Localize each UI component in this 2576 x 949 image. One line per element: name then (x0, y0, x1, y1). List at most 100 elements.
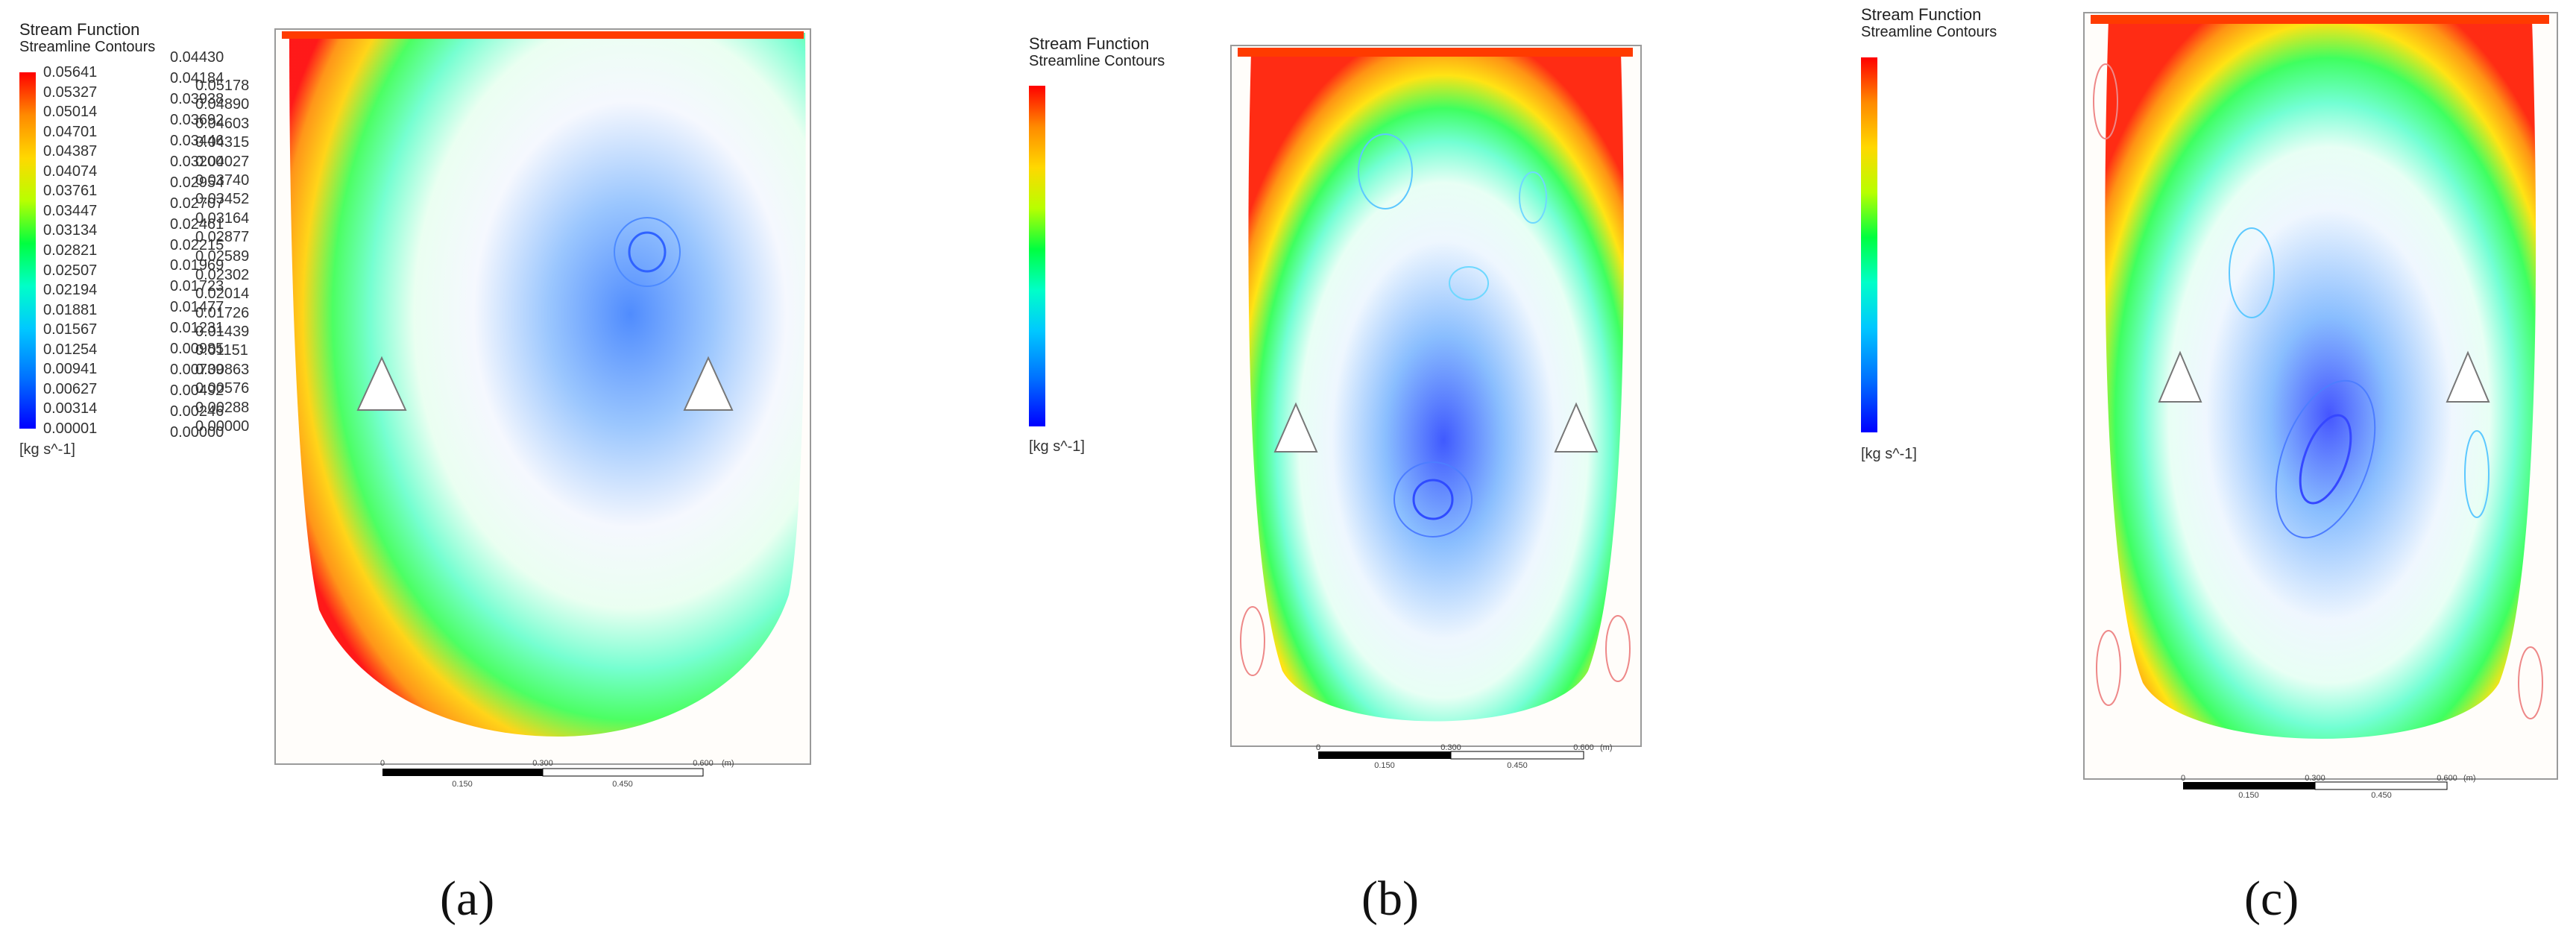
vortex-right (2464, 430, 2490, 518)
scale-0: 0 (2181, 774, 2185, 783)
colorbar-tick: 0.02877 (195, 229, 250, 246)
colorbar-tick: 0.00627 (43, 380, 98, 397)
colorbar-tick: 0.03446 (170, 132, 224, 149)
scale-300: 0.300 (2305, 774, 2325, 783)
stream-field (1248, 52, 1624, 722)
contour-plot: 0 0.300 0.600 (m) 0.150 0.450 (2083, 12, 2558, 798)
colorbar-tick: 0.01254 (43, 341, 98, 358)
legend-subtitle: Streamline Contours (19, 39, 156, 55)
colorbar-tick: 0.01477 (170, 299, 224, 316)
panel-label-a: (a) (440, 871, 495, 926)
scale-unit: (m) (1600, 743, 1613, 752)
colorbar-tick: 0.01231 (170, 320, 224, 337)
colorbar-tick: 0.01969 (170, 257, 224, 274)
colorbar-tick: 0.04027 (195, 153, 250, 170)
scale-0: 0 (1316, 743, 1320, 752)
colorbar-tick: 0.05641 (43, 64, 98, 81)
legend-unit: [kg s^-1] (19, 441, 75, 458)
vortex-upper-right (1519, 171, 1547, 224)
legend-title: Stream Function (19, 20, 140, 39)
corner-eddy-right (1605, 615, 1631, 682)
colorbar-tick: 0.02821 (43, 242, 98, 259)
colorbar-tick: 0.00314 (43, 400, 98, 417)
triangle-left (1273, 402, 1318, 453)
legend-title: Stream Function (1029, 34, 1150, 53)
scale-150: 0.150 (452, 780, 473, 789)
colorbar-tick: 0.02302 (195, 266, 250, 283)
scale-bar: 0 0.300 0.600 (m) 0.150 0.450 (380, 759, 734, 789)
colorbar-tick: 0.00001 (43, 420, 98, 437)
legend-title: Stream Function (1861, 5, 1982, 24)
colorbar-tick: 0.01567 (43, 321, 98, 338)
colorbar-tick: 0.02014 (195, 286, 250, 303)
colorbar-c (1861, 57, 1877, 432)
scale-600: 0.600 (1573, 743, 1594, 752)
colorbar-tick: 0.05014 (43, 104, 98, 121)
scale-450: 0.450 (1507, 761, 1528, 768)
triangle-left (356, 356, 407, 411)
colorbar-tick: 0.02507 (43, 262, 98, 279)
contour-plot: 0 0.300 0.600 (m) 0.150 0.450 (274, 28, 811, 789)
corner-eddy-top-left (2093, 63, 2118, 139)
triangle-right (683, 356, 734, 411)
legend-subtitle: Streamline Contours (1029, 53, 1165, 69)
plot-a: 0 0.300 0.600 (m) 0.150 0.450 (274, 28, 811, 796)
scale-bar: 0 0.300 0.600 (m) 0.150 0.450 (2181, 774, 2476, 798)
corner-eddy-right (2518, 646, 2543, 719)
panel-label-c: (c) (2244, 871, 2299, 926)
colorbar-tick: 0.03692 (170, 111, 224, 128)
corner-eddy-left (1240, 606, 1265, 676)
colorbar-tick: 0.00941 (43, 361, 98, 378)
stream-field (289, 33, 806, 737)
colorbar-tick: 0.03447 (43, 202, 98, 219)
plot-b: 0 0.300 0.600 (m) 0.150 0.450 (1230, 45, 1767, 768)
colorbar-tick: 0.03740 (195, 171, 250, 189)
colorbar-tick: 0.04701 (43, 123, 98, 140)
triangle-left (2158, 350, 2202, 403)
colorbar-tick: 0.04430 (170, 49, 224, 66)
triangle-right (1554, 402, 1599, 453)
corner-eddy-left (2096, 630, 2121, 706)
colorbar-tick: 0.00739 (170, 362, 224, 379)
scale-300: 0.300 (532, 759, 553, 768)
colorbar-tick: 0.03938 (170, 90, 224, 107)
colorbar-tick: 0.01726 (195, 304, 250, 321)
scale-unit: (m) (722, 759, 734, 768)
colorbar-tick: 0.04074 (43, 163, 98, 180)
colorbar-tick: 0.03761 (43, 183, 98, 200)
scale-0: 0 (380, 759, 385, 768)
legend-subtitle: Streamline Contours (1861, 24, 1997, 40)
scale-150: 0.150 (1374, 761, 1395, 768)
vortex-core (1412, 479, 1454, 520)
colorbar-tick: 0.04315 (195, 134, 250, 151)
colorbar-tick: 0.00000 (170, 424, 224, 441)
colorbar-tick: 0.02215 (170, 236, 224, 253)
colorbar-tick: 0.03164 (195, 209, 250, 227)
colorbar-tick: 0.03134 (43, 222, 98, 239)
colorbar-tick: 0.02194 (43, 282, 98, 299)
colorbar-b (1029, 86, 1045, 426)
scale-300: 0.300 (1440, 743, 1461, 752)
vortex-core (628, 231, 667, 273)
colorbar-tick: 0.03452 (195, 191, 250, 208)
colorbar-tick: 0.05327 (43, 83, 98, 101)
vortex-ring (2275, 379, 2376, 539)
lid-band (282, 31, 804, 39)
scale-450: 0.450 (612, 780, 633, 789)
colorbar-tick: 0.04387 (43, 143, 98, 160)
colorbar-tick: 0.03200 (170, 153, 224, 170)
colorbar-tick: 0.02954 (170, 174, 224, 191)
colorbar-tick: 0.01151 (195, 342, 248, 359)
colorbar-tick: 0.01723 (170, 278, 224, 295)
triangle-right (2446, 350, 2490, 403)
vortex-upper-mid (1449, 266, 1489, 300)
vortex-ring (1394, 461, 1473, 537)
scale-unit: (m) (2463, 774, 2476, 783)
panel-c: Stream Function Streamline Contours [kg … (1715, 0, 2576, 949)
vortex-upper-left (1358, 133, 1413, 209)
colorbar-tick: 0.00863 (195, 361, 250, 378)
lid-band (1238, 48, 1633, 57)
contour-plot: 0 0.300 0.600 (m) 0.150 0.450 (1230, 45, 1642, 768)
scale-bar: 0 0.300 0.600 (m) 0.150 0.450 (1316, 743, 1613, 768)
colorbar-a (19, 72, 36, 429)
